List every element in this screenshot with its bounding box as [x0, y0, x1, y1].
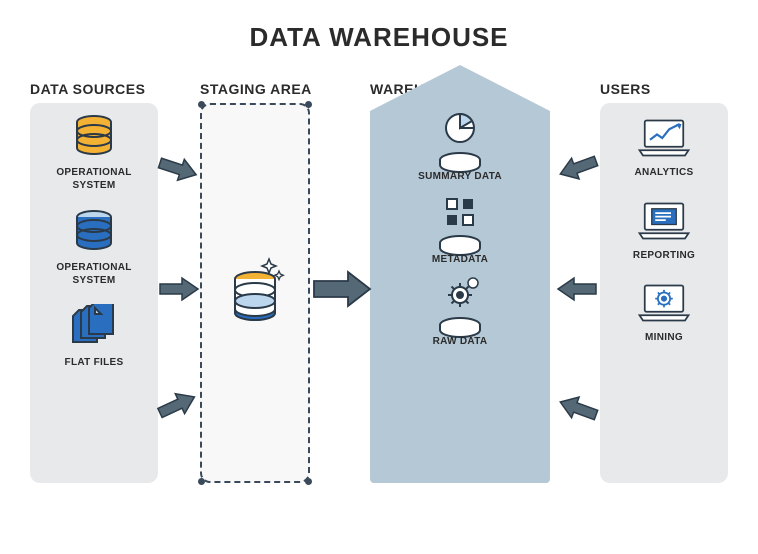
grid-on-disk-icon: [432, 200, 488, 250]
warehouse-shape: SUMMARY DATA METADATA: [370, 65, 550, 483]
users-panel: ANALYTICS REPORTING: [600, 103, 728, 483]
db-blue-icon: [66, 208, 122, 258]
warehouse-item-2: RAW DATA: [380, 282, 540, 349]
warehouse-item-0: SUMMARY DATA: [380, 117, 540, 184]
source-item-2: FLAT FILES: [38, 303, 150, 370]
gear-on-disk-icon: [432, 282, 488, 332]
user-label-2: MINING: [645, 332, 683, 345]
users-column: ANALYTICS REPORTING: [600, 103, 728, 483]
staging-panel: [200, 103, 310, 483]
db-yellow-icon: [66, 113, 122, 163]
col-title-staging: STAGING AREA: [200, 81, 370, 97]
staging-column: [200, 103, 310, 483]
flat-files-icon: [66, 303, 122, 353]
warehouse-label-0: SUMMARY DATA: [418, 171, 502, 184]
col-title-users: USERS: [600, 81, 651, 97]
source-label-2: FLAT FILES: [65, 357, 124, 370]
user-item-1: REPORTING: [608, 196, 720, 263]
sources-panel: OPERATIONALSYSTEM OPERATIONALSYSTEM: [30, 103, 158, 483]
sources-column: OPERATIONALSYSTEM OPERATIONALSYSTEM: [30, 103, 158, 483]
user-item-2: MINING: [608, 278, 720, 345]
warehouse-label-1: METADATA: [432, 254, 488, 267]
col-title-sources: DATA SOURCES: [30, 81, 200, 97]
warehouse-label-2: RAW DATA: [433, 336, 488, 349]
source-item-0: OPERATIONALSYSTEM: [38, 113, 150, 192]
diagram-area: OPERATIONALSYSTEM OPERATIONALSYSTEM: [0, 103, 758, 503]
staging-icon-wrap: [202, 253, 308, 331]
source-label-1: OPERATIONALSYSTEM: [56, 262, 131, 287]
laptop-gear-icon: [636, 278, 692, 328]
pie-on-disk-icon: [432, 117, 488, 167]
user-item-0: ANALYTICS: [608, 113, 720, 180]
db-stack-sparkle-icon: [223, 253, 287, 331]
laptop-report-icon: [636, 196, 692, 246]
diagram-title: DATA WAREHOUSE: [0, 0, 758, 53]
warehouse-column: SUMMARY DATA METADATA: [370, 103, 550, 483]
user-label-1: REPORTING: [633, 250, 695, 263]
user-label-0: ANALYTICS: [634, 167, 693, 180]
laptop-chart-icon: [636, 113, 692, 163]
warehouse-item-1: METADATA: [380, 200, 540, 267]
source-item-1: OPERATIONALSYSTEM: [38, 208, 150, 287]
source-label-0: OPERATIONALSYSTEM: [56, 167, 131, 192]
